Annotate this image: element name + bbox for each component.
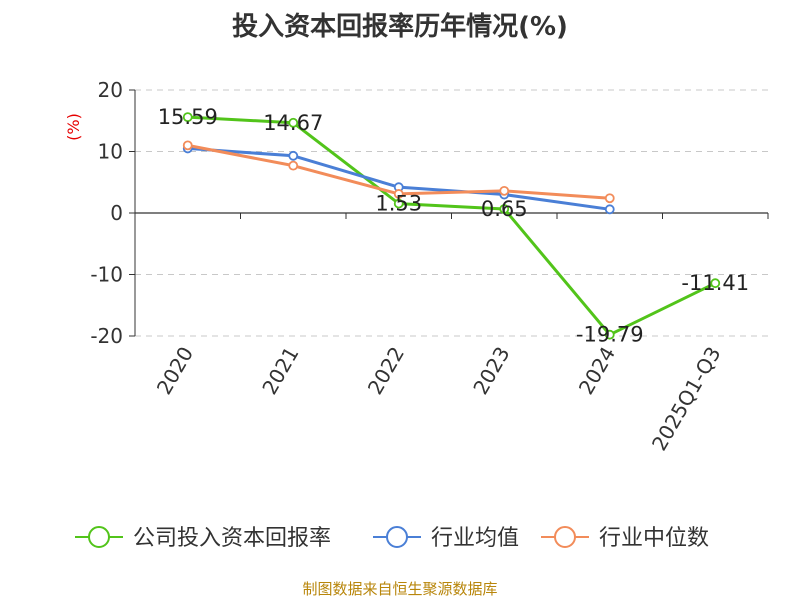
- series: [182, 112, 721, 340]
- y-tick-label: 0: [110, 201, 123, 225]
- x-tick-label: 2022: [363, 343, 409, 399]
- data-point: [604, 193, 615, 204]
- x-tick-label: 2023: [468, 343, 514, 399]
- y-tick-label: 10: [98, 140, 123, 164]
- data-point: [604, 329, 615, 340]
- data-label: -19.79: [576, 323, 644, 347]
- chart-title: 投入资本回报率历年情况(%): [232, 12, 568, 42]
- legend-label: 公司投入资本回报率: [133, 526, 331, 551]
- data-point: [499, 204, 510, 214]
- data-label: -11.41: [681, 271, 749, 295]
- legend-marker: [554, 526, 576, 548]
- y-tick-label: 20: [98, 78, 123, 102]
- data-label: 1.53: [375, 192, 422, 216]
- x-tick-label: 2025Q1-Q3: [647, 343, 726, 455]
- axes: 20 10 0 -10 -20 (%) 2020 2021 2022 2023 2024 2025Q1…: [64, 78, 769, 455]
- legend-label: 行业中位数: [599, 526, 709, 551]
- data-label: 15.59: [158, 105, 218, 129]
- x-tick-label: 2024: [574, 343, 620, 399]
- legend-marker: [386, 526, 408, 548]
- y-tick-label: -10: [90, 263, 123, 287]
- data-point: [393, 189, 404, 199]
- source-footer: 制图数据来自恒生聚源数据库: [302, 580, 498, 598]
- legend-marker: [88, 526, 110, 548]
- data-point: [604, 204, 615, 215]
- legend-label: 行业均值: [431, 526, 519, 551]
- x-tick-label: 2020: [152, 343, 198, 399]
- data-labels: 15.59 14.67 1.53 0.65 -19.79 -11.41: [158, 105, 749, 347]
- data-point: [288, 117, 299, 128]
- legend: 公司投入资本回报率 行业均值 行业中位数: [75, 526, 709, 551]
- data-point: [710, 278, 721, 289]
- x-tick-label: 2021: [257, 343, 303, 399]
- data-point: [182, 112, 193, 123]
- data-label: 0.65: [481, 197, 528, 221]
- y-axis-label: (%): [64, 113, 83, 141]
- series-line: [187, 115, 716, 337]
- y-tick-label: -20: [90, 324, 123, 348]
- data-point: [288, 160, 299, 171]
- data-point: [393, 198, 404, 209]
- data-point: [182, 140, 193, 151]
- data-point: [288, 150, 299, 161]
- data-label: 14.67: [263, 111, 323, 135]
- data-point: [499, 185, 510, 196]
